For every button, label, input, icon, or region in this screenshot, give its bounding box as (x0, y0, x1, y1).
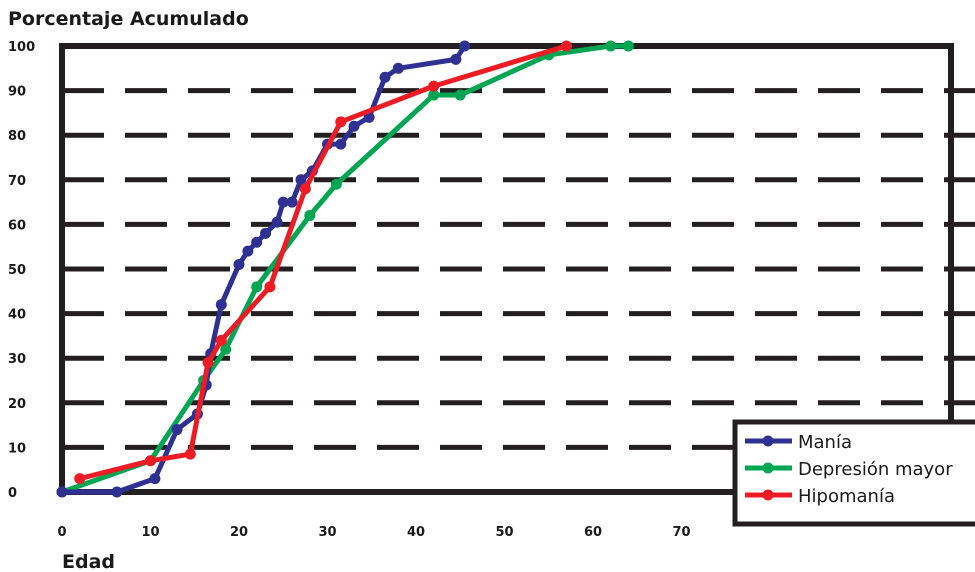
data-point (299, 183, 311, 195)
data-point (111, 486, 123, 498)
data-point (145, 455, 156, 467)
series-2 (74, 40, 572, 485)
data-point (560, 40, 572, 52)
data-point (277, 196, 289, 208)
x-tick-label: 60 (584, 525, 602, 540)
y-tick-label: 10 (8, 441, 26, 456)
data-point (242, 245, 254, 257)
x-tick-label: 0 (57, 525, 66, 540)
y-tick-label: 70 (8, 174, 26, 189)
data-point (304, 209, 316, 221)
legend-swatch-marker (762, 489, 774, 501)
legend-label: Manía (798, 432, 852, 453)
y-axis-title: Porcentaje Acumulado (8, 8, 249, 30)
data-point (286, 196, 298, 208)
data-point (56, 486, 68, 498)
y-tick-label: 40 (8, 308, 26, 323)
data-point (264, 281, 276, 293)
plot-frame (59, 43, 954, 495)
data-point (251, 281, 263, 293)
y-tick-label: 30 (8, 352, 26, 367)
x-tick-label: 20 (230, 525, 248, 540)
x-tick-label: 50 (495, 525, 513, 540)
series-group (56, 40, 634, 498)
data-point (454, 89, 466, 101)
data-point (220, 343, 232, 355)
data-point (348, 120, 360, 132)
legend: Manía Depresión mayor Hipomanía (732, 419, 975, 527)
data-point (605, 40, 617, 52)
data-point (260, 227, 272, 239)
data-point (450, 53, 462, 65)
y-tick-label: 0 (8, 486, 17, 501)
data-point (184, 448, 196, 460)
data-point (251, 236, 263, 248)
y-ticks: 0 10 20 30 40 50 60 70 80 90 100 (8, 40, 35, 501)
x-tick-label: 10 (141, 525, 159, 540)
series-line (79, 43, 568, 482)
x-tick-label: 70 (672, 525, 690, 540)
x-tick-label: 40 (407, 525, 425, 540)
data-point (428, 89, 440, 101)
grid (62, 88, 975, 450)
data-point (74, 473, 86, 485)
series-line (61, 43, 629, 495)
y-tick-label: 90 (8, 85, 26, 100)
data-point (215, 334, 227, 346)
legend-label: Depresión mayor (798, 459, 953, 480)
data-point (295, 174, 307, 186)
data-point (622, 40, 634, 52)
x-tick-label: 30 (318, 525, 336, 540)
data-point (149, 473, 161, 485)
legend-label: Hipomanía (798, 486, 895, 507)
data-point (379, 71, 391, 83)
y-tick-label: 80 (8, 129, 26, 144)
data-point (271, 216, 283, 228)
data-point (215, 299, 227, 311)
y-tick-label: 100 (8, 40, 35, 55)
data-point (459, 40, 471, 52)
x-axis-title: Edad (62, 551, 115, 572)
x-ticks: 0 10 20 30 40 50 60 70 (57, 525, 690, 540)
y-tick-label: 50 (8, 263, 26, 278)
data-point (233, 259, 245, 271)
data-point (428, 80, 440, 92)
legend-swatch-marker (762, 462, 774, 474)
legend-swatch-marker (762, 435, 774, 447)
y-tick-label: 20 (8, 397, 26, 412)
y-tick-label: 60 (8, 218, 26, 233)
data-point (392, 62, 404, 74)
data-point (202, 357, 214, 369)
data-point (171, 424, 183, 436)
data-point (335, 138, 347, 150)
data-point (335, 116, 347, 128)
data-point (330, 178, 342, 190)
